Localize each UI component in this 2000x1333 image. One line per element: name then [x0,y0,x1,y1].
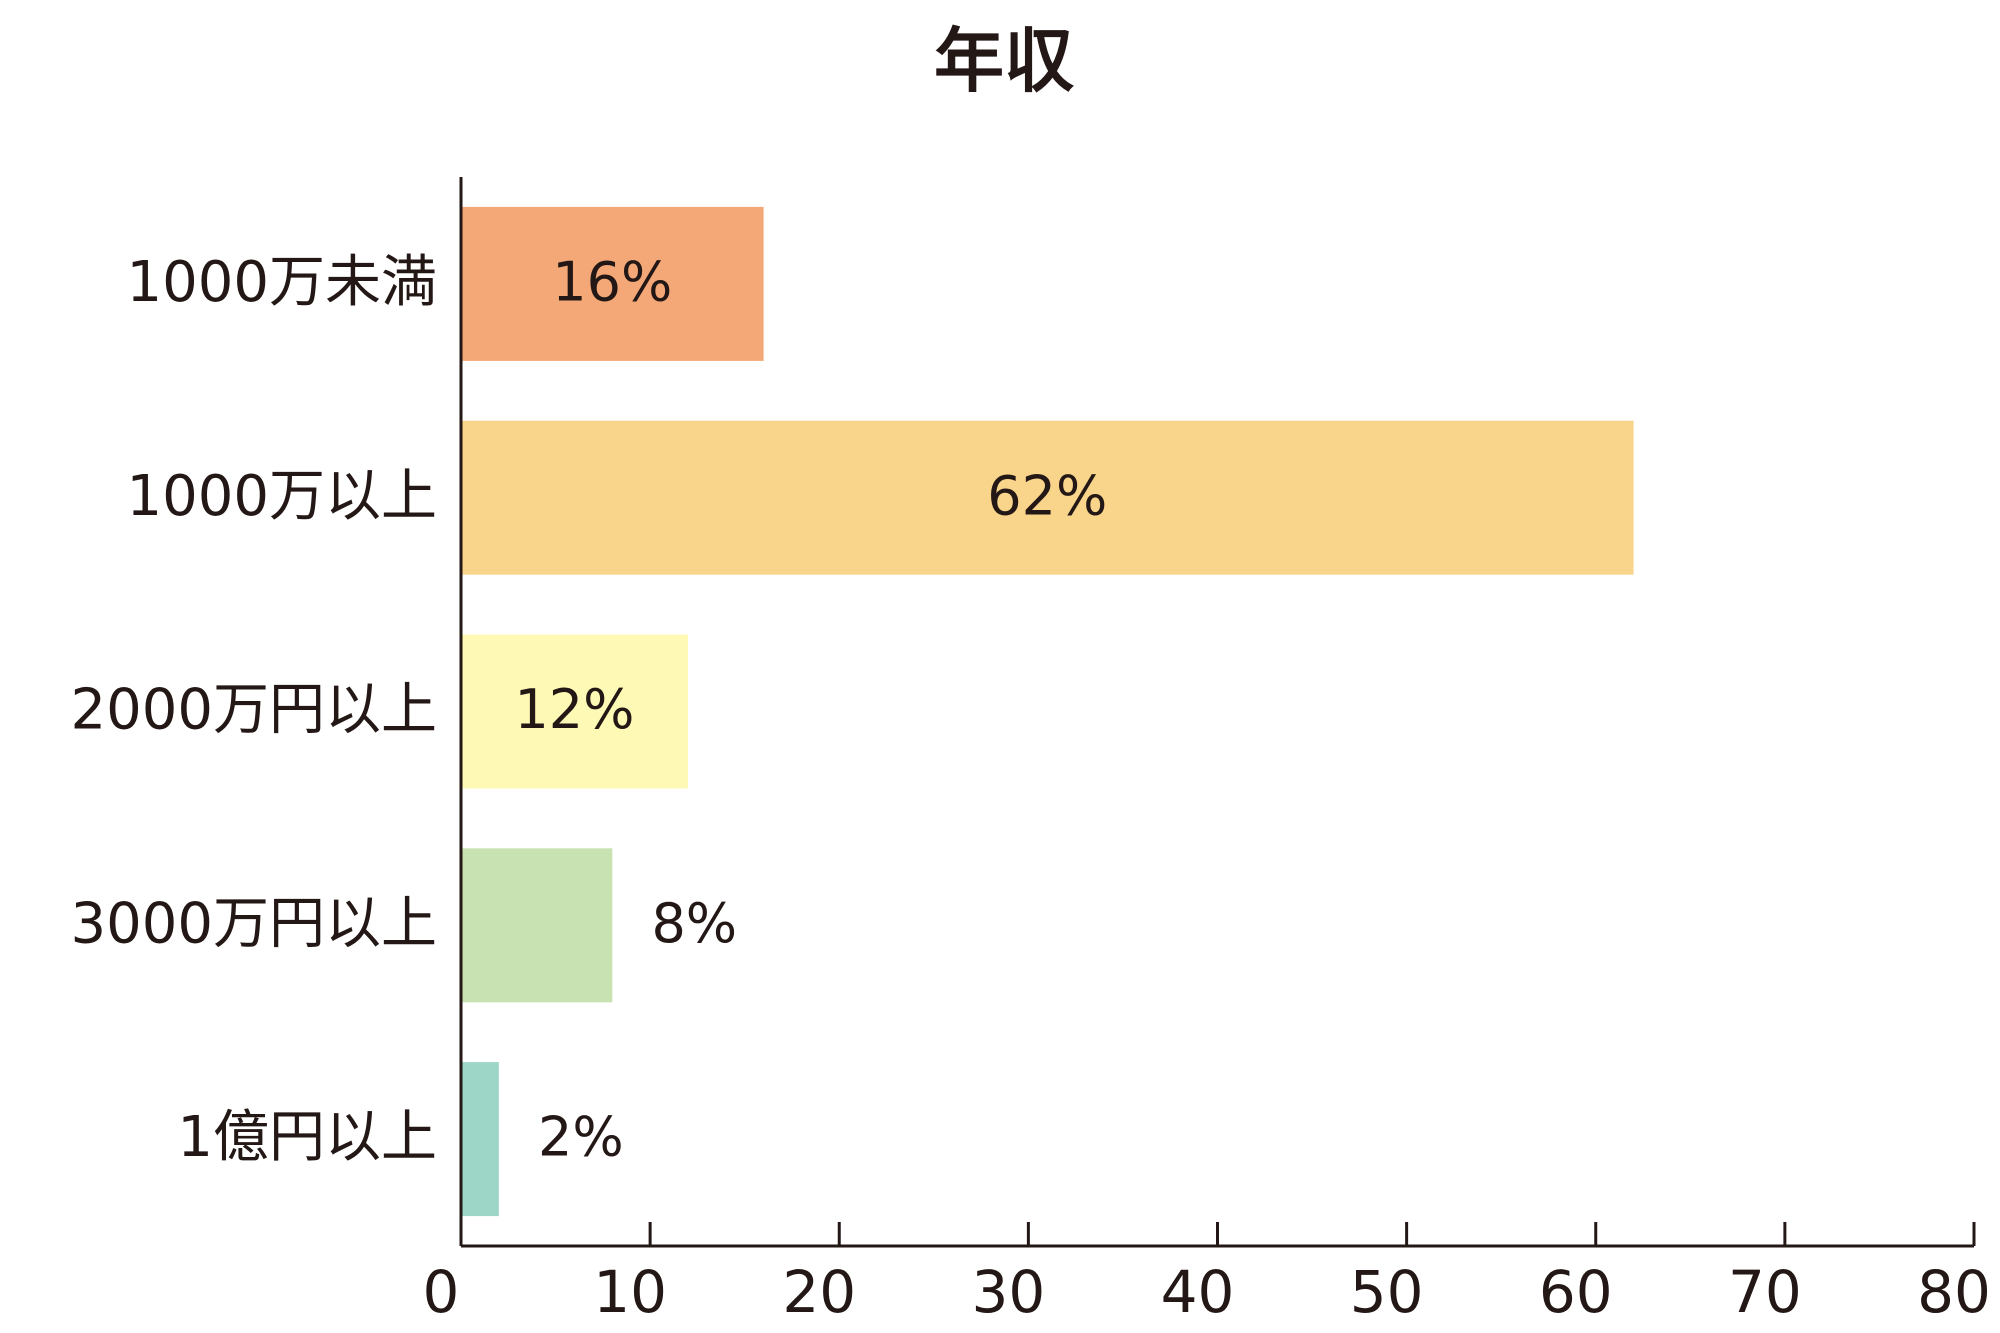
category-label: 2000万円以上 [70,678,437,743]
bar [461,848,613,1003]
category-label: 1000万以上 [126,464,437,529]
value-label: 12% [514,678,634,741]
category-label: 1億円以上 [177,1105,437,1170]
x-tick-label: 30 [971,1258,1045,1326]
x-tick-label: 20 [782,1258,856,1326]
value-label: 2% [538,1106,624,1169]
x-tick-label: 10 [593,1258,667,1326]
x-tick-label: 0 [423,1258,460,1326]
bar [461,420,1634,575]
x-tick-label: 70 [1728,1258,1802,1326]
value-label: 16% [552,251,672,314]
x-tick-label: 50 [1350,1258,1424,1326]
x-tick-label: 80 [1917,1258,1991,1326]
category-label: 3000万円以上 [70,891,437,956]
bar [461,1062,499,1217]
value-label: 8% [651,892,737,955]
category-label: 1000万未満 [126,250,437,315]
value-label: 62% [987,464,1107,527]
bar [461,206,764,361]
bar [461,634,688,789]
x-tick-label: 40 [1161,1258,1235,1326]
x-tick-label: 60 [1539,1258,1613,1326]
chart-title: 年収 [934,20,1074,102]
